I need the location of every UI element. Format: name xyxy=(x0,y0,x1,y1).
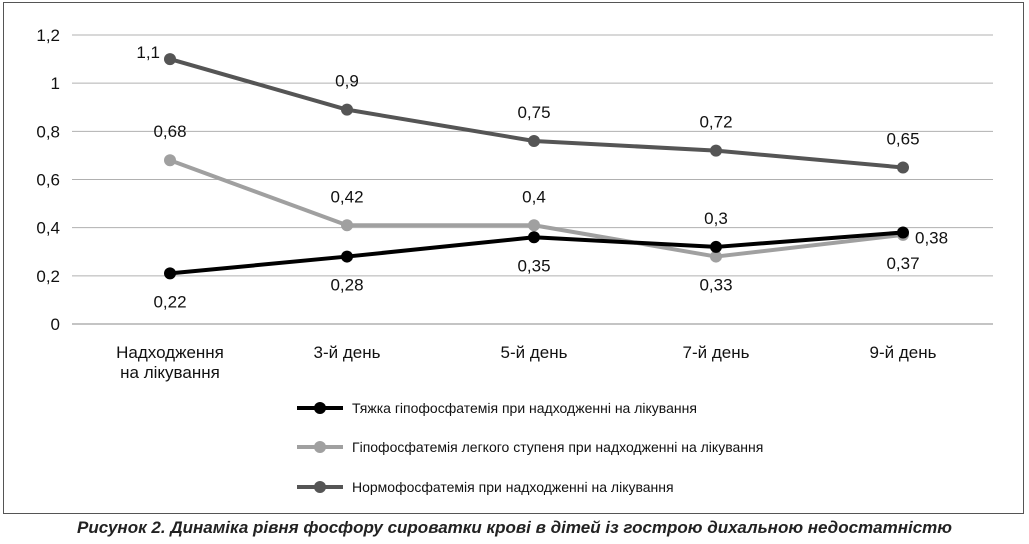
legend-label: Нормофосфатемія при надходженні на лікув… xyxy=(352,479,674,495)
y-axis-ticks: 0 0,2 0,4 0,6 0,8 1 1,2 xyxy=(36,26,60,334)
chart-frame xyxy=(3,2,1024,514)
data-label: 0,4 xyxy=(522,187,546,206)
data-point xyxy=(341,219,353,232)
legend-marker xyxy=(314,481,326,493)
data-point xyxy=(341,250,353,263)
y-tick-label: 0,6 xyxy=(36,171,60,190)
data-label: 0,38 xyxy=(915,228,948,247)
y-tick-label: 0 xyxy=(51,315,60,334)
x-category-label: на лікування xyxy=(120,363,220,382)
y-tick-label: 0,2 xyxy=(36,267,60,286)
x-category-label: Надходження xyxy=(116,343,224,362)
legend-marker xyxy=(314,441,326,453)
data-point xyxy=(528,219,540,232)
data-point xyxy=(164,53,176,66)
data-point xyxy=(710,144,722,157)
data-label: 1,1 xyxy=(136,43,160,62)
data-point xyxy=(164,154,176,167)
data-label: 0,22 xyxy=(153,292,186,311)
gridlines xyxy=(72,34,993,325)
data-point xyxy=(710,240,722,253)
data-label: 0,28 xyxy=(330,276,363,295)
data-point xyxy=(528,231,540,244)
legend: Тяжка гіпофосфатемія при надходженні на … xyxy=(297,400,763,495)
data-label: 0,35 xyxy=(517,256,550,275)
data-label: 0,75 xyxy=(517,103,550,122)
legend-marker xyxy=(314,402,326,414)
data-label: 0,37 xyxy=(886,254,919,273)
legend-label: Тяжка гіпофосфатемія при надходженні на … xyxy=(352,400,697,416)
figure-caption: Рисунок 2. Динаміка рівня фосфору сирова… xyxy=(77,518,952,537)
x-category-label: 5-й день xyxy=(501,343,568,362)
data-label: 0,42 xyxy=(330,187,363,206)
y-tick-label: 1,2 xyxy=(36,26,60,45)
data-point xyxy=(897,161,909,174)
y-tick-label: 1 xyxy=(51,74,60,93)
data-point xyxy=(528,134,540,147)
data-label: 0,65 xyxy=(886,129,919,148)
data-label: 0,72 xyxy=(699,113,732,132)
data-point xyxy=(710,250,722,263)
data-point xyxy=(341,103,353,116)
y-tick-label: 0,8 xyxy=(36,122,60,141)
data-point xyxy=(897,226,909,239)
data-label: 0,68 xyxy=(153,122,186,141)
data-label: 0,3 xyxy=(704,209,728,228)
legend-label: Гіпофосфатемія легкого ступеня при надхо… xyxy=(352,439,763,455)
x-category-label: 3-й день xyxy=(314,343,381,362)
data-labels: 0,22 0,28 0,35 0,3 0,38 0,68 0,42 0,4 0,33 0,37 1,… xyxy=(136,43,948,311)
data-label: 0,9 xyxy=(335,72,359,91)
x-category-label: 9-й день xyxy=(870,343,937,362)
data-label: 0,33 xyxy=(699,276,732,295)
x-category-label: 7-й день xyxy=(683,343,750,362)
series-lines xyxy=(164,53,909,280)
y-tick-label: 0,4 xyxy=(36,219,60,238)
data-point xyxy=(164,267,176,280)
